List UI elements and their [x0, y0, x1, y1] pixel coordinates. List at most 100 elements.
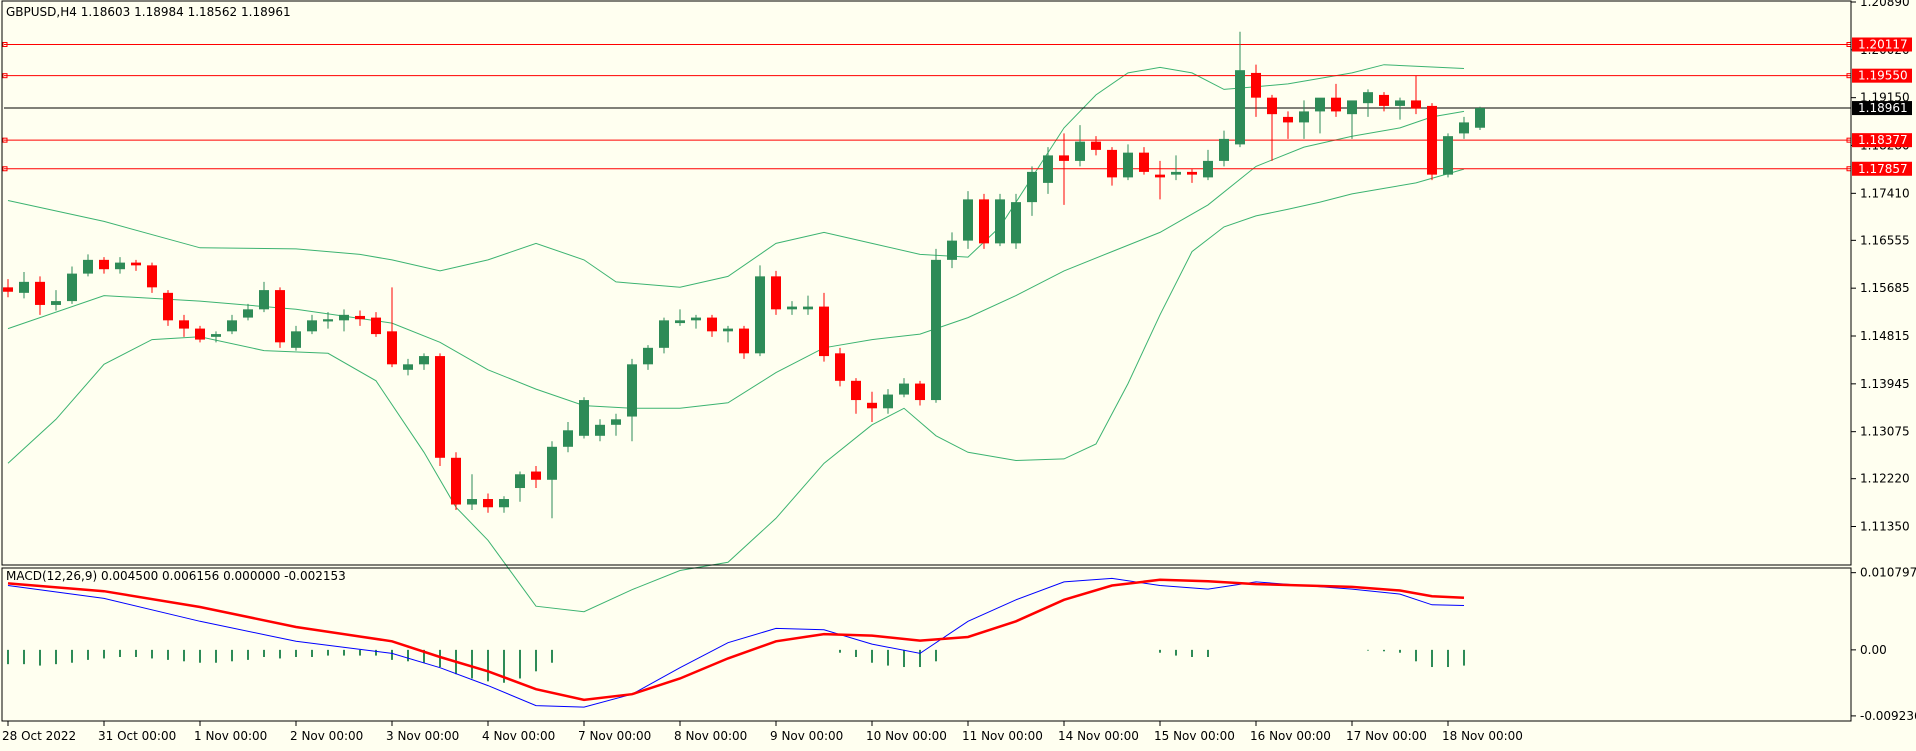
bull-candle [1299, 111, 1309, 123]
panel-frames [1, 0, 1852, 722]
current-price-tag [1852, 101, 1912, 116]
bull-candle [1363, 92, 1373, 104]
bear-candle [1187, 171, 1197, 175]
macd-tick-label: 0.010797 [1860, 566, 1916, 580]
price-tick-label: 1.16555 [1860, 233, 1910, 247]
bear-candle [707, 317, 717, 332]
bull-candle [931, 259, 941, 401]
bear-candle [1059, 155, 1069, 161]
time-tick-label: 8 Nov 00:00 [674, 729, 747, 743]
bull-candle [1123, 152, 1133, 178]
signal-line [7, 578, 1465, 702]
bull-candle [659, 320, 669, 348]
bear-candle [35, 281, 45, 305]
time-axis: 28 Oct 2022 31 Oct 00:00 1 Nov 00:00 2 Nov … [2, 721, 1523, 743]
bull-candle [499, 499, 509, 508]
bear-candle [771, 276, 781, 310]
bull-candle [1219, 138, 1229, 161]
bull-candle [787, 306, 797, 310]
price-panel-frame [1, 0, 1852, 566]
time-tick-label: 9 Nov 00:00 [770, 729, 843, 743]
bollinger-lower-band [7, 168, 1465, 613]
bull-candle [467, 499, 477, 505]
time-tick-label: 7 Nov 00:00 [578, 729, 651, 743]
bear-candle [451, 457, 461, 505]
bull-candle [595, 424, 605, 436]
time-tick-label: 16 Nov 00:00 [1250, 729, 1331, 743]
level-handle-left [2, 166, 8, 172]
horizontal-price-levels [2, 41, 1852, 172]
price-tick-label: 1.11350 [1860, 520, 1910, 534]
level-handle-left [2, 73, 8, 79]
bear-candle [1267, 97, 1277, 115]
bollinger-upper-band [7, 64, 1465, 288]
bear-candle [1331, 97, 1341, 112]
current-price-label: 1.18961 [1858, 101, 1908, 115]
bear-candle [851, 380, 861, 401]
bull-candle [307, 320, 317, 332]
bear-candle [979, 199, 989, 244]
bear-candle [1139, 152, 1149, 172]
level-price-tag [1852, 133, 1912, 148]
bear-candle [531, 471, 541, 480]
time-tick-label: 10 Nov 00:00 [866, 729, 947, 743]
bull-candle [803, 306, 813, 310]
candlesticks [3, 31, 1485, 519]
bear-candle [1251, 72, 1261, 98]
bull-candle [243, 309, 253, 318]
bear-candle [1283, 116, 1293, 123]
level-price-label: 1.17857 [1858, 162, 1908, 176]
bear-candle [387, 331, 397, 365]
level-price-label: 1.19550 [1858, 69, 1908, 83]
bear-candle [1107, 149, 1117, 178]
bear-candle [355, 315, 365, 320]
bull-candle [1459, 122, 1469, 134]
bear-candle [3, 287, 13, 292]
time-tick-label: 11 Nov 00:00 [962, 729, 1043, 743]
bull-candle [563, 430, 573, 447]
price-tick-label: 1.12220 [1860, 472, 1910, 486]
bull-candle [419, 356, 429, 365]
time-tick-label: 18 Nov 00:00 [1442, 729, 1523, 743]
bull-candle [51, 301, 61, 305]
bull-candle [67, 273, 77, 302]
bull-candle [115, 262, 125, 270]
bull-candle [1347, 100, 1357, 115]
level-handle-left [2, 41, 8, 47]
level-price-label: 1.18377 [1858, 133, 1908, 147]
bull-candle [611, 419, 621, 425]
bear-candle [1091, 141, 1101, 150]
bull-candle [627, 364, 637, 417]
time-tick-label: 28 Oct 2022 [2, 729, 76, 743]
bull-candle [643, 347, 653, 365]
price-tick-label: 1.13945 [1860, 377, 1910, 391]
bear-candle [1379, 94, 1389, 106]
bear-candle [179, 320, 189, 329]
bollinger-middle-band [7, 110, 1465, 409]
bear-candle [99, 259, 109, 270]
bull-candle [947, 240, 957, 260]
time-tick-label: 2 Nov 00:00 [290, 729, 363, 743]
level-price-tag [1852, 161, 1912, 176]
macd-header: MACD(12,26,9) 0.004500 0.006156 0.000000… [6, 569, 346, 583]
bull-candle [1171, 171, 1181, 175]
bull-candle [1315, 97, 1325, 112]
bull-candle [1203, 160, 1213, 178]
bull-candle [1027, 171, 1037, 203]
bull-candle [227, 320, 237, 332]
time-tick-label: 14 Nov 00:00 [1058, 729, 1139, 743]
bull-candle [515, 474, 525, 489]
price-tick-label: 1.15685 [1860, 281, 1910, 295]
symbol-header: GBPUSD,H4 1.18603 1.18984 1.18562 1.1896… [6, 5, 291, 19]
level-handle-left [2, 137, 8, 143]
bull-candle [1075, 141, 1085, 161]
bear-candle [483, 499, 493, 508]
macd-panel-frame [1, 567, 1852, 722]
macd-tick-label: -0.009236 [1860, 709, 1916, 723]
price-tick-label: 1.17410 [1860, 186, 1910, 200]
bear-candle [163, 292, 173, 321]
bull-candle [691, 317, 701, 321]
bull-candle [675, 320, 685, 324]
bull-candle [1395, 100, 1405, 106]
bear-candle [915, 383, 925, 401]
